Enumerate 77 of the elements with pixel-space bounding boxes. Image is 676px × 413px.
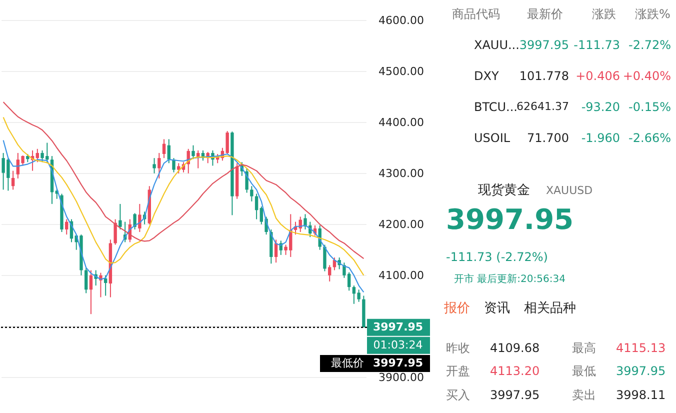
line-series (2, 140, 364, 293)
text: 商品代码 (452, 7, 500, 21)
candlestick (158, 152, 161, 179)
text: 昨收 (446, 341, 470, 355)
text: 现货黄金 (478, 183, 530, 198)
text: 4115.13 (616, 341, 666, 355)
candlestick (250, 186, 254, 202)
candlestick (89, 270, 93, 315)
text: 最新价 (527, 7, 563, 21)
text: DXY (474, 69, 500, 83)
text: 01:03:24 (373, 338, 423, 352)
candlestick (172, 158, 176, 173)
candlestick (11, 170, 15, 190)
y-tick-label: 4300.00 (378, 166, 424, 180)
line-series (2, 101, 364, 260)
candlestick (104, 274, 108, 296)
text: +0.40% (622, 69, 671, 83)
text: 3997.95 (519, 38, 569, 52)
candlestick (133, 212, 136, 230)
candlestick (304, 214, 307, 230)
text: 3998.11 (616, 388, 666, 402)
text: XAUU... (474, 38, 520, 52)
candlestick (323, 244, 326, 272)
y-tick-label: 4400.00 (378, 116, 424, 129)
text: 卖出 (572, 388, 596, 402)
text: -111.73 (574, 38, 620, 52)
text: 3997.95 (372, 356, 424, 370)
text: BTCU... (474, 100, 518, 114)
text: 3997.95 (446, 203, 574, 236)
text: 3997.95 (490, 388, 540, 402)
annotation: 最低价 (331, 356, 364, 370)
text: -0.15% (628, 100, 671, 114)
y-tick-label: 4600.00 (378, 14, 424, 27)
text: 报价 (443, 301, 470, 316)
ref-line-label: 3997.95 (372, 320, 424, 334)
candlestick (84, 267, 88, 294)
candlestick (162, 138, 166, 159)
candlestick (177, 162, 180, 174)
text: +0.406 (576, 69, 620, 83)
candlestick (274, 239, 278, 264)
text: 3997.95 (616, 364, 666, 378)
text: 涨跌 (592, 7, 616, 21)
text: 开盘 (446, 364, 470, 378)
text: 开市 最后更新:20:56:34 (454, 273, 566, 285)
text: 4113.20 (490, 364, 540, 378)
text: 买入 (446, 388, 470, 402)
y-tick-label: 4200.00 (378, 218, 424, 231)
candlestick (118, 203, 122, 230)
text: 相关品种 (524, 301, 576, 316)
text: XAUUSD (546, 184, 593, 197)
text: -1.960 (581, 131, 620, 145)
text: 4109.68 (490, 341, 540, 355)
y-tick-label: 3900.00 (378, 370, 424, 384)
line-series (2, 116, 364, 276)
text: 62641.37 (516, 100, 569, 113)
text: 101.778 (519, 69, 569, 83)
text: 最低 (572, 364, 596, 378)
text: USOIL (474, 131, 510, 145)
y-tick-label: 4100.00 (378, 268, 424, 282)
candlestick (114, 218, 117, 246)
candlestick (328, 264, 332, 282)
candlestick (138, 203, 142, 232)
text: 最高 (572, 341, 596, 355)
candlestick (36, 148, 40, 163)
text: 资讯 (484, 301, 510, 316)
candlestick (167, 138, 170, 164)
candlestick (254, 193, 258, 220)
candlestick (65, 218, 68, 236)
text: -93.20 (581, 100, 620, 114)
text: 涨跌% (635, 7, 670, 21)
text: 71.700 (527, 131, 569, 145)
text: -2.66% (628, 131, 671, 145)
text: -111.73 (-2.72%) (446, 250, 548, 264)
y-tick-label: 4500.00 (378, 64, 424, 78)
candlestick (192, 144, 195, 160)
candlestick (152, 158, 156, 174)
text: -2.72% (628, 38, 671, 52)
